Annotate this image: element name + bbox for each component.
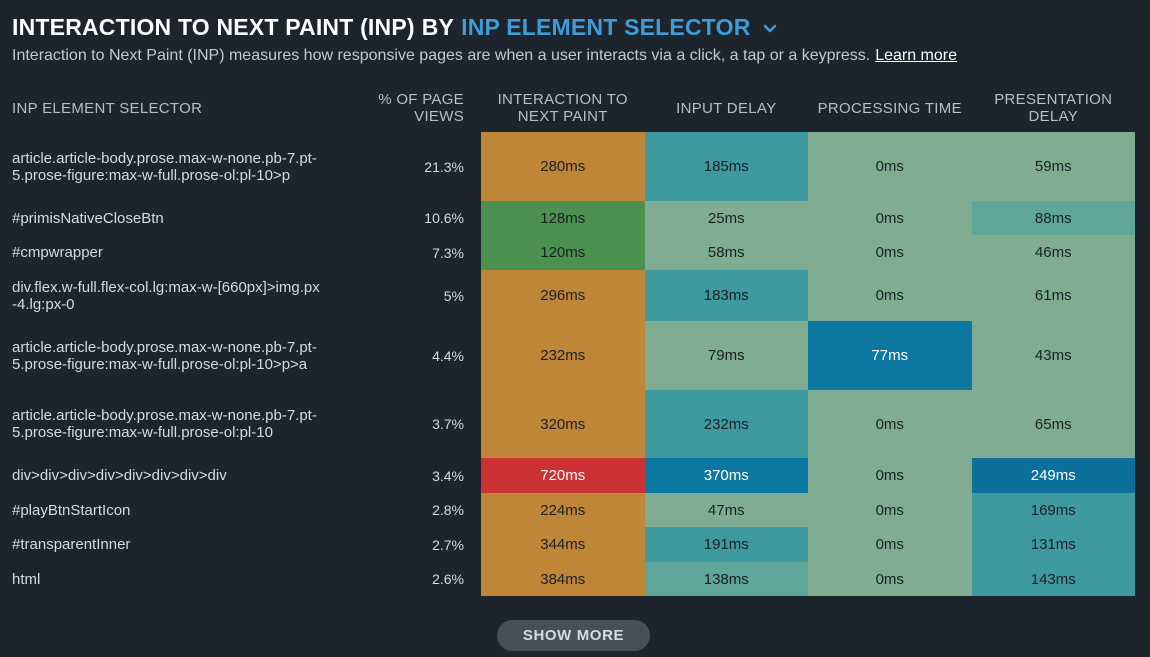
processing-time-cell: 0ms <box>808 390 972 458</box>
selector-cell: article.article-body.prose.max-w-none.pb… <box>12 407 317 441</box>
processing-time-cell: 0ms <box>808 493 972 527</box>
processing-time-cell: 0ms <box>808 201 972 235</box>
input-delay-cell: 370ms <box>644 458 808 493</box>
selector-cell: article.article-body.prose.max-w-none.pb… <box>12 149 317 184</box>
dimension-label: INP ELEMENT SELECTOR <box>461 14 751 40</box>
widget-title: INTERACTION TO NEXT PAINT (INP) BY INP E… <box>12 14 777 41</box>
processing-time-cell: 0ms <box>808 235 972 270</box>
input-delay-cell: 79ms <box>644 321 808 390</box>
column-header-page-views[interactable]: % OF PAGE VIEWS <box>378 91 464 125</box>
page-views-cell: 4.4% <box>432 347 464 364</box>
input-delay-cell: 25ms <box>644 201 808 235</box>
title-by: BY <box>421 14 455 40</box>
page-views-cell: 10.6% <box>424 210 464 226</box>
page-views-cell: 7.3% <box>432 244 464 261</box>
processing-time-cell: 0ms <box>808 458 972 493</box>
processing-time-cell: 77ms <box>808 321 972 390</box>
selector-cell: div>div>div>div>div>div>div>div <box>12 467 227 484</box>
table-row[interactable]: #playBtnStartIcon 2.8% 224ms 47ms 0ms 16… <box>0 493 1135 527</box>
show-more-button[interactable]: SHOW MORE <box>497 620 650 651</box>
inp-cell: 120ms <box>481 235 645 270</box>
inp-cell: 720ms <box>481 458 645 493</box>
selector-cell: #transparentInner <box>12 536 131 553</box>
inp-cell: 384ms <box>481 562 645 596</box>
selector-cell: #primisNativeCloseBtn <box>12 209 164 227</box>
dimension-dropdown[interactable]: INP ELEMENT SELECTOR <box>461 14 777 41</box>
column-header-inp[interactable]: INTERACTION TO NEXT PAINT <box>497 91 628 125</box>
inp-cell: 344ms <box>481 527 645 562</box>
page-views-cell: 5% <box>443 287 464 304</box>
column-header-presentation-delay[interactable]: PRESENTATION DELAY <box>994 91 1113 125</box>
table-row[interactable]: article.article-body.prose.max-w-none.pb… <box>0 390 1135 458</box>
presentation-delay-cell: 43ms <box>971 321 1135 390</box>
presentation-delay-cell: 249ms <box>971 458 1135 493</box>
table-row[interactable]: #transparentInner 2.7% 344ms 191ms 0ms 1… <box>0 527 1135 562</box>
input-delay-cell: 191ms <box>644 527 808 562</box>
presentation-delay-cell: 59ms <box>971 132 1135 201</box>
processing-time-cell: 0ms <box>808 562 972 596</box>
table-row[interactable]: #primisNativeCloseBtn 10.6% 128ms 25ms 0… <box>0 201 1135 235</box>
table-row[interactable]: article.article-body.prose.max-w-none.pb… <box>0 321 1135 390</box>
presentation-delay-cell: 61ms <box>971 270 1135 321</box>
table-row[interactable]: #cmpwrapper 7.3% 120ms 58ms 0ms 46ms <box>0 235 1135 270</box>
selector-cell: #cmpwrapper <box>12 244 103 261</box>
page-views-cell: 2.7% <box>432 536 464 553</box>
table-row[interactable]: article.article-body.prose.max-w-none.pb… <box>0 132 1135 201</box>
processing-time-cell: 0ms <box>808 270 972 321</box>
selector-cell: html <box>12 570 41 588</box>
page-views-cell: 2.6% <box>432 571 464 587</box>
selector-cell: article.article-body.prose.max-w-none.pb… <box>12 338 317 373</box>
column-header-processing-time[interactable]: PROCESSING TIME <box>817 99 962 117</box>
page-views-cell: 21.3% <box>424 158 464 175</box>
presentation-delay-cell: 143ms <box>971 562 1135 596</box>
inp-cell: 280ms <box>481 132 645 201</box>
page-views-cell: 3.4% <box>432 467 464 484</box>
chevron-down-icon <box>763 24 777 33</box>
description-text: Interaction to Next Paint (INP) measures… <box>12 47 871 64</box>
page-views-cell: 2.8% <box>432 502 464 518</box>
title-prefix: INTERACTION TO NEXT PAINT (INP) <box>12 14 415 40</box>
column-header-selector[interactable]: INP ELEMENT SELECTOR <box>12 99 203 117</box>
presentation-delay-cell: 46ms <box>971 235 1135 270</box>
input-delay-cell: 58ms <box>644 235 808 270</box>
processing-time-cell: 0ms <box>808 132 972 201</box>
presentation-delay-cell: 88ms <box>971 201 1135 235</box>
inp-table: INP ELEMENT SELECTOR % OF PAGE VIEWS INT… <box>0 84 1135 596</box>
input-delay-cell: 183ms <box>644 270 808 321</box>
presentation-delay-cell: 65ms <box>971 390 1135 458</box>
inp-cell: 296ms <box>481 270 645 321</box>
table-row[interactable]: html 2.6% 384ms 138ms 0ms 143ms <box>0 562 1135 596</box>
selector-cell: div.flex.w-full.flex-col.lg:max-w-[660px… <box>12 278 320 313</box>
learn-more-link[interactable]: Learn more <box>875 47 958 64</box>
inp-cell: 224ms <box>481 493 645 527</box>
input-delay-cell: 232ms <box>644 390 808 458</box>
column-header-input-delay[interactable]: INPUT DELAY <box>676 99 777 117</box>
input-delay-cell: 185ms <box>644 132 808 201</box>
input-delay-cell: 47ms <box>644 493 808 527</box>
presentation-delay-cell: 131ms <box>971 527 1135 562</box>
page-views-cell: 3.7% <box>432 416 464 432</box>
widget-description: Interaction to Next Paint (INP) measures… <box>12 47 957 65</box>
table-row[interactable]: div.flex.w-full.flex-col.lg:max-w-[660px… <box>0 270 1135 321</box>
table-header-row: INP ELEMENT SELECTOR % OF PAGE VIEWS INT… <box>0 84 1135 132</box>
table-row[interactable]: div>div>div>div>div>div>div>div 3.4% 720… <box>0 458 1135 493</box>
selector-cell: #playBtnStartIcon <box>12 501 131 519</box>
processing-time-cell: 0ms <box>808 527 972 562</box>
presentation-delay-cell: 169ms <box>971 493 1135 527</box>
input-delay-cell: 138ms <box>644 562 808 596</box>
inp-cell: 128ms <box>481 201 645 235</box>
inp-cell: 232ms <box>481 321 645 390</box>
inp-cell: 320ms <box>481 390 645 458</box>
